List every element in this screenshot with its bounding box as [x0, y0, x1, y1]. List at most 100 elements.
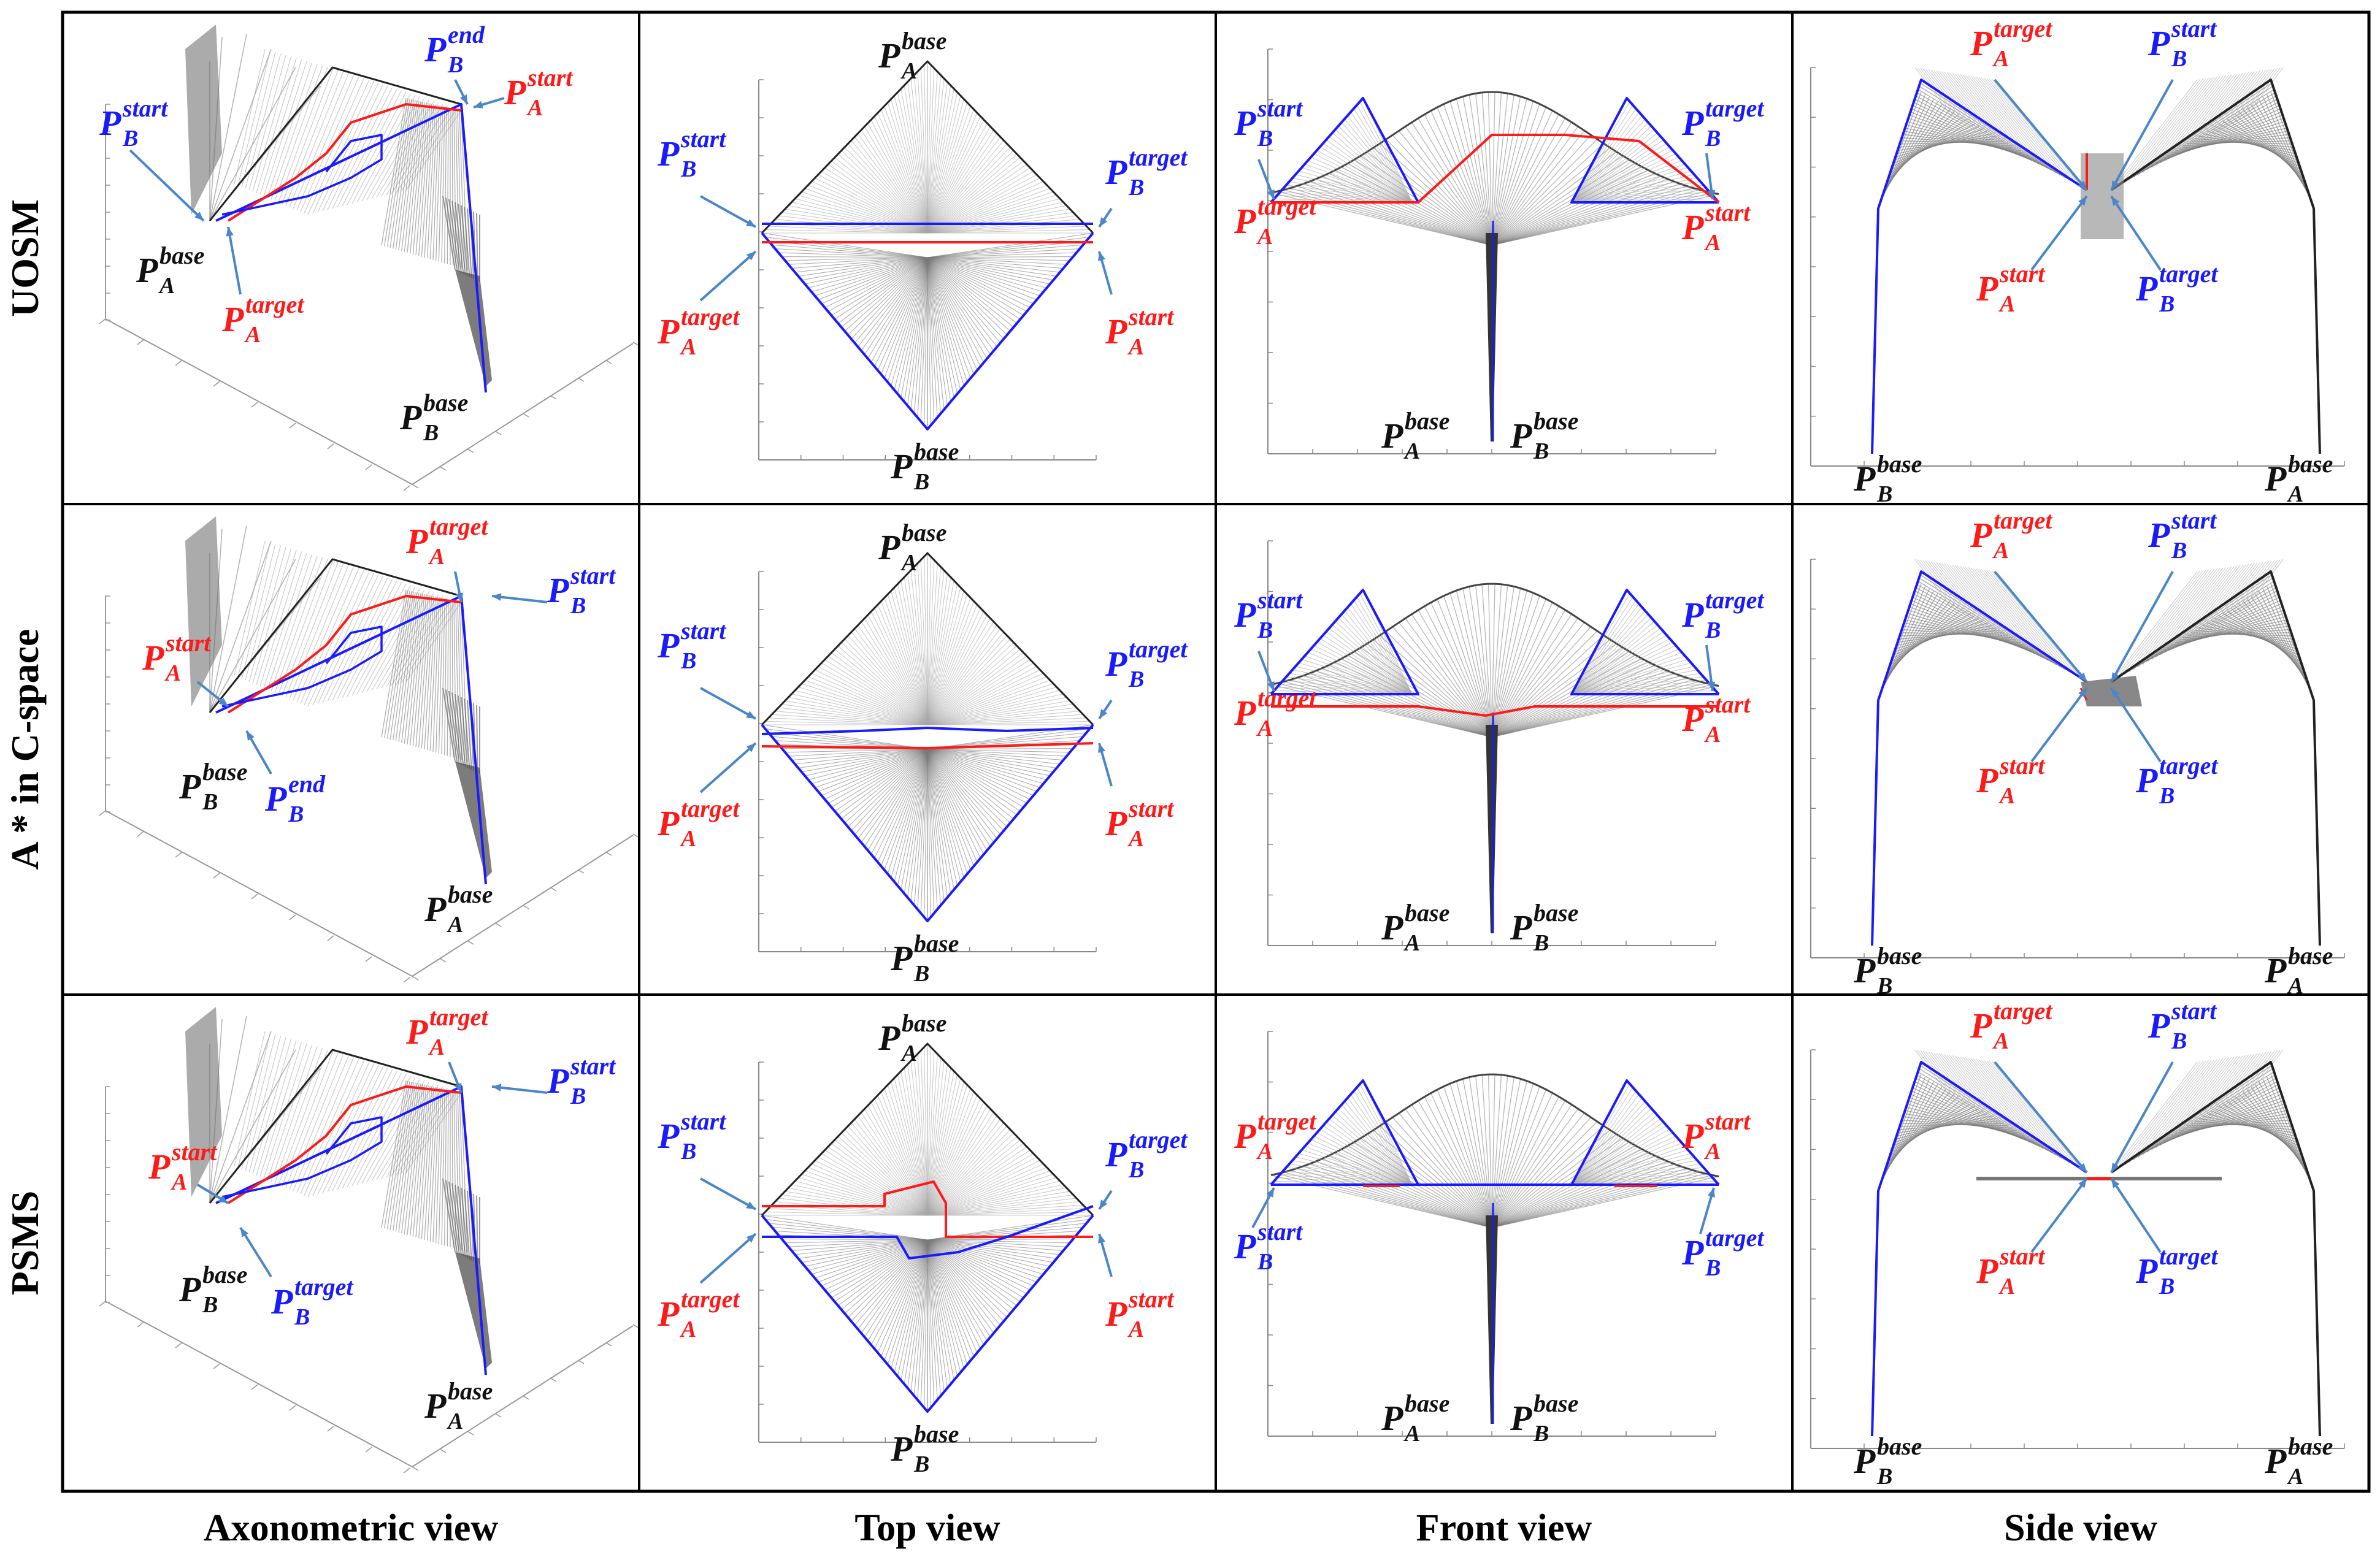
point-superscript: base — [1534, 899, 1578, 927]
pointer-arrow — [239, 1226, 272, 1278]
point-superscript: base — [902, 27, 946, 55]
point-superscript: base — [1405, 1390, 1449, 1417]
point-letter: P — [1381, 416, 1403, 456]
point-subscript: B — [1257, 618, 1273, 643]
point-subscript: A — [1403, 1421, 1420, 1447]
point-letter: P — [1681, 103, 1704, 143]
point-letter: P — [657, 1116, 680, 1156]
point-letter: P — [2148, 1006, 2170, 1046]
path-line — [761, 1042, 1094, 1217]
point-letter: P — [2264, 950, 2287, 990]
pointer-arrow — [2030, 687, 2088, 763]
point-subscript: B — [913, 469, 929, 495]
path-line — [761, 232, 1094, 430]
point-superscript: target — [429, 1003, 489, 1031]
path-line — [221, 625, 383, 708]
pointer-arrow — [491, 595, 548, 603]
path-line — [1570, 589, 1720, 695]
point-superscript: target — [2159, 1242, 2219, 1270]
point-letter: P — [1853, 459, 1876, 499]
point-letter: P — [1510, 416, 1532, 456]
point-superscript: base — [2288, 450, 2333, 478]
point-letter: P — [657, 134, 680, 174]
point-subscript: B — [570, 1084, 586, 1109]
pointer-arrow — [2110, 571, 2174, 682]
path-line — [209, 1049, 462, 1204]
point-subscript: A — [680, 1317, 696, 1342]
point-letter: P — [878, 1018, 900, 1058]
point-subscript: A — [526, 95, 543, 121]
path-line — [761, 742, 1094, 749]
point-superscript: base — [1534, 1390, 1578, 1417]
point-superscript: base — [202, 758, 247, 786]
point-subscript: B — [2159, 291, 2175, 317]
point-superscript: start — [1128, 303, 1175, 331]
point-subscript: B — [1257, 1249, 1273, 1275]
point-superscript: start — [680, 125, 727, 153]
point-subscript: A — [900, 550, 917, 576]
point-subscript: B — [2171, 538, 2187, 564]
point-superscript: target — [1994, 997, 2053, 1025]
point-letter: P — [1234, 693, 1256, 733]
point-letter: P — [1234, 1116, 1256, 1156]
point-letter: P — [890, 446, 913, 486]
point-subscript: B — [1128, 175, 1144, 201]
point-superscript: target — [1257, 1107, 1317, 1135]
point-superscript: start — [570, 1052, 616, 1080]
point-letter: P — [178, 767, 201, 806]
point-letter: P — [221, 299, 244, 339]
path-line — [761, 1214, 1094, 1413]
point-subscript: B — [2159, 1274, 2175, 1299]
point-letter: P — [657, 1294, 680, 1334]
point-superscript: target — [1705, 586, 1765, 614]
point-superscript: target — [1257, 684, 1317, 712]
point-subscript: A — [1992, 46, 2009, 72]
point-superscript: target — [1705, 1224, 1765, 1252]
point-subscript: A — [1704, 722, 1721, 748]
point-subscript: A — [447, 912, 463, 938]
point-letter: P — [178, 1269, 201, 1309]
point-subscript: B — [913, 1451, 929, 1477]
point-subscript: A — [680, 334, 696, 360]
column-label: Front view — [1416, 1507, 1592, 1549]
point-letter: P — [2148, 515, 2170, 555]
pointer-arrow — [1994, 1061, 2088, 1174]
point-letter: P — [1105, 152, 1127, 192]
point-subscript: B — [288, 801, 304, 827]
point-superscript: base — [202, 1261, 247, 1288]
point-letter: P — [657, 312, 680, 351]
point-superscript: start — [527, 64, 574, 91]
path-line — [761, 552, 1094, 726]
point-letter: P — [99, 103, 121, 143]
pointer-arrow — [699, 250, 757, 302]
point-subscript: A — [1704, 1139, 1721, 1164]
point-superscript: base — [914, 930, 959, 957]
pointer-arrow — [699, 742, 757, 793]
path-line — [227, 103, 462, 222]
point-letter: P — [148, 1147, 171, 1187]
point-subscript: B — [680, 1139, 696, 1164]
point-letter: P — [1976, 1251, 1998, 1291]
point-subscript: B — [1705, 618, 1721, 643]
